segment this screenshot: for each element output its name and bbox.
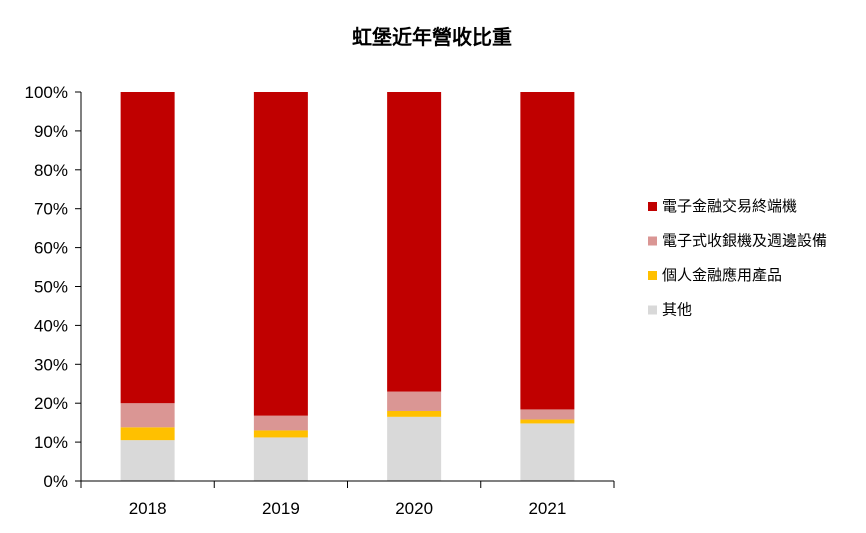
y-tick-label: 10% xyxy=(34,433,68,452)
y-tick-label: 60% xyxy=(34,239,68,258)
legend-label: 個人金融應用產品 xyxy=(662,266,782,284)
y-tick-label: 100% xyxy=(25,83,68,102)
chart-title: 虹堡近年營收比重 xyxy=(352,25,512,49)
bar-segment xyxy=(520,409,575,420)
bar-segment xyxy=(253,437,308,481)
legend-swatch xyxy=(648,202,657,211)
y-tick-label: 30% xyxy=(34,355,68,374)
legend-swatch xyxy=(648,305,657,315)
bar-segment xyxy=(520,92,575,410)
legend-label: 電子式收銀機及週邊設備 xyxy=(662,232,827,250)
y-tick-label: 0% xyxy=(43,472,68,491)
legend-swatch xyxy=(648,236,657,246)
bars xyxy=(120,92,575,481)
bar-segment xyxy=(120,92,175,404)
bar-segment xyxy=(520,423,575,481)
y-tick-label: 90% xyxy=(34,122,68,141)
y-tick-label: 20% xyxy=(34,394,68,413)
y-axis: 0% 10% 20% 30% 40% 50% 60% 70% 80% 90% 100% xyxy=(25,83,82,491)
bar-segment xyxy=(387,391,442,411)
bar-segment xyxy=(520,419,575,424)
legend-label: 電子金融交易終端機 xyxy=(662,197,797,215)
y-tick-label: 80% xyxy=(34,161,68,180)
x-tick-label: 2018 xyxy=(129,499,167,518)
bar-segment xyxy=(120,403,175,428)
bar-segment xyxy=(387,92,442,392)
bar-segment xyxy=(253,92,308,416)
x-axis: 2018 2019 2020 2021 xyxy=(80,480,615,518)
bar-segment xyxy=(253,415,308,431)
x-tick-label: 2019 xyxy=(262,499,300,518)
bar-segment xyxy=(120,440,175,481)
bar-segment xyxy=(253,430,308,438)
y-tick-label: 70% xyxy=(34,200,68,219)
legend-swatch xyxy=(648,271,657,280)
y-tick-label: 50% xyxy=(34,278,68,297)
bar-segment xyxy=(387,416,442,481)
bar-segment xyxy=(387,410,442,417)
y-tick-label: 40% xyxy=(34,316,68,335)
x-tick-label: 2020 xyxy=(395,499,433,518)
x-tick-label: 2021 xyxy=(528,499,566,518)
legend-label: 其他 xyxy=(662,301,692,319)
bar-segment xyxy=(120,427,175,441)
